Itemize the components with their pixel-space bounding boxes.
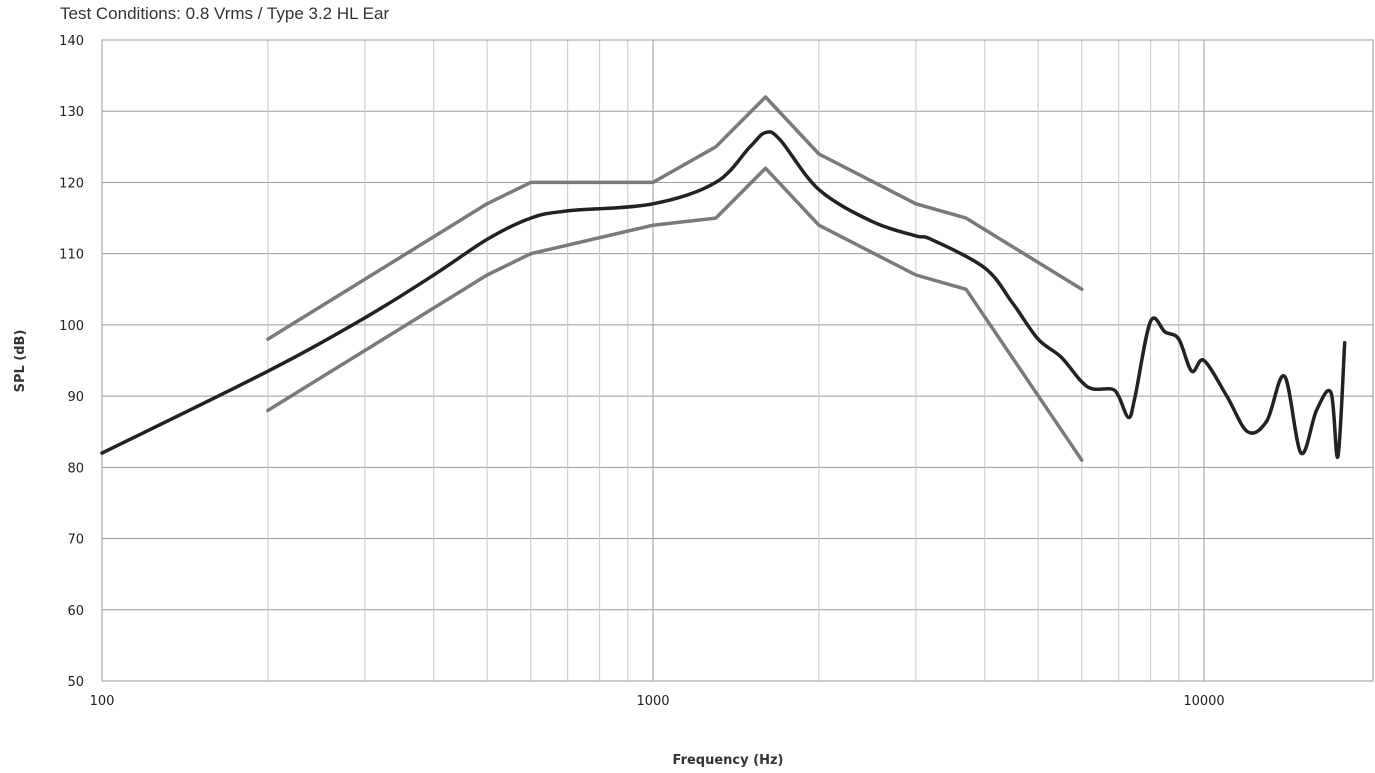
x-tick-label: 1000 bbox=[636, 694, 669, 709]
series-group bbox=[100, 95, 1347, 462]
plot-area bbox=[101, 39, 1374, 682]
upper-limit-line bbox=[266, 95, 1084, 341]
y-tick-label: 120 bbox=[59, 176, 84, 191]
x-tick-label: 100 bbox=[90, 694, 115, 709]
chart-subtitle: Test Conditions: 0.8 Vrms / Type 3.2 HL … bbox=[60, 4, 389, 23]
y-tick-label: 110 bbox=[59, 248, 84, 263]
y-tick-label: 70 bbox=[67, 533, 84, 548]
lower-limit-line bbox=[266, 166, 1084, 462]
x-tick-labels: 100 1000 10000 bbox=[90, 694, 1225, 709]
response-curve-line bbox=[100, 130, 1347, 459]
x-tick-label: 10000 bbox=[1183, 694, 1224, 709]
y-tick-labels: 50 60 70 80 90 100 110 120 130 140 bbox=[59, 34, 84, 690]
y-tick-label: 100 bbox=[59, 319, 84, 334]
y-tick-label: 80 bbox=[67, 461, 84, 476]
y-tick-label: 130 bbox=[59, 105, 84, 120]
y-tick-label: 60 bbox=[67, 604, 84, 619]
y-axis-label: SPL (dB) bbox=[13, 330, 28, 393]
y-tick-label: 140 bbox=[59, 34, 84, 49]
grid bbox=[101, 39, 1373, 682]
y-tick-label: 90 bbox=[67, 390, 84, 405]
y-tick-label: 50 bbox=[67, 675, 84, 690]
x-axis-label: Frequency (Hz) bbox=[673, 753, 784, 768]
